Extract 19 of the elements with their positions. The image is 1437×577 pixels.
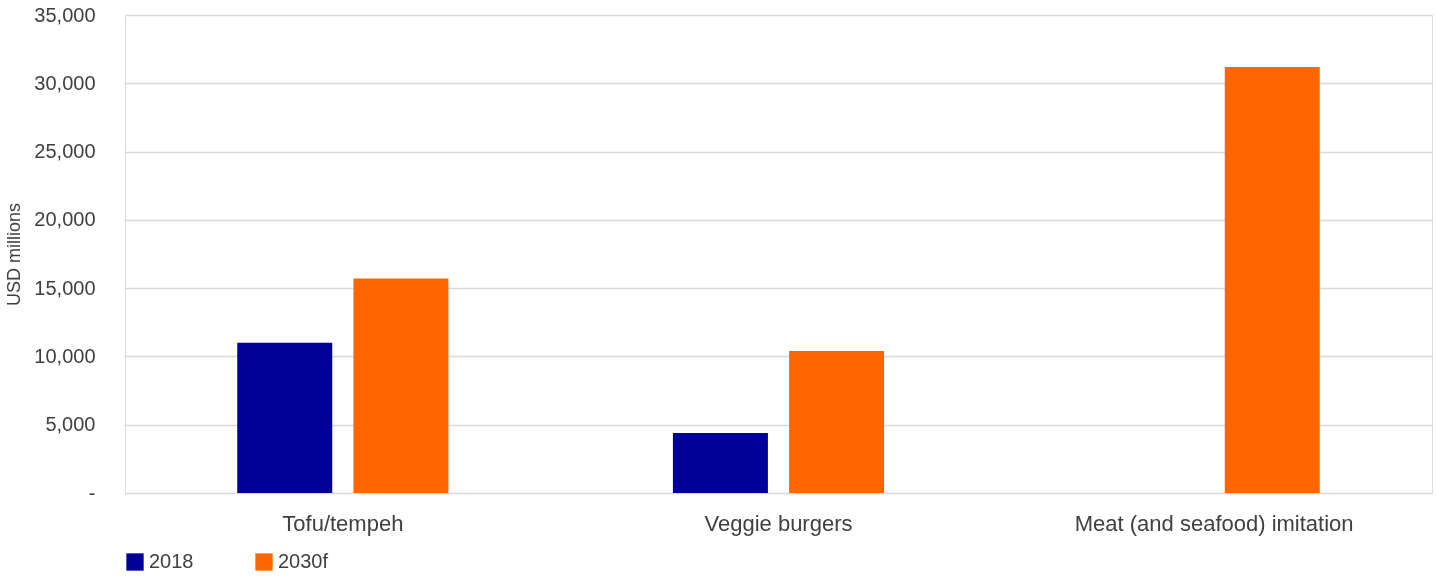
y-tick-label: 15,000 (34, 276, 96, 299)
y-tick-label: 20,000 (34, 208, 96, 231)
x-tick-label: Tofu/tempeh (282, 510, 404, 536)
y-axis-title: USD millions (4, 202, 25, 307)
bar (237, 342, 333, 493)
y-tick-label: 5,000 (45, 413, 96, 436)
legend-label: 2030f (278, 550, 329, 572)
bar (789, 350, 885, 493)
bar (672, 432, 768, 493)
x-tick-label: Meat (and seafood) imitation (1074, 510, 1354, 536)
y-tick-label: 35,000 (34, 3, 96, 26)
y-tick-label: 10,000 (34, 344, 96, 367)
legend-label: 2018 (149, 550, 194, 572)
y-tick-label: 30,000 (34, 71, 96, 94)
bar (1224, 66, 1320, 493)
y-tick-label: 25,000 (34, 140, 96, 163)
bar (353, 278, 449, 493)
y-tick-label: - (88, 481, 96, 504)
x-tick-label: Veggie burgers (704, 510, 853, 536)
